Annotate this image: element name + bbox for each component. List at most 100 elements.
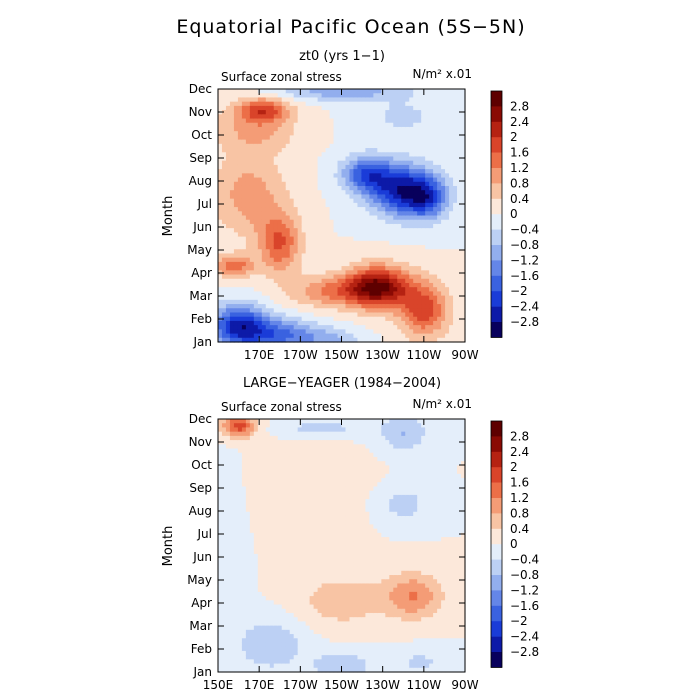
field-cell: [449, 89, 454, 94]
field-cell: [457, 325, 462, 330]
field-cell: [237, 325, 243, 330]
field-cell: [309, 181, 315, 187]
field-cell: [229, 444, 235, 450]
field-cell: [281, 177, 287, 183]
field-cell: [337, 312, 343, 318]
field-cell: [277, 494, 283, 500]
field-cell: [225, 642, 231, 648]
field-cell: [357, 131, 363, 136]
field-cell: [365, 177, 370, 183]
field-cell: [301, 270, 307, 276]
field-cell: [313, 245, 319, 250]
field-cell: [245, 245, 251, 250]
field-cell: [389, 164, 394, 170]
field-cell: [373, 202, 378, 208]
field-cell: [361, 245, 366, 250]
field-cell: [341, 126, 347, 132]
field-cell: [253, 629, 259, 635]
field-cell: [285, 655, 291, 660]
field-cell: [229, 629, 235, 635]
field-cell: [229, 423, 235, 429]
field-cell: [317, 207, 323, 212]
field-cell: [457, 304, 462, 309]
field-cell: [269, 257, 275, 263]
field-cell: [277, 320, 283, 326]
field-cell: [289, 274, 295, 280]
field-cell: [285, 461, 291, 466]
field-cell: [365, 164, 370, 170]
field-cell: [218, 177, 223, 183]
field-cell: [245, 181, 251, 187]
field-cell: [297, 299, 303, 305]
field-cell: [261, 478, 267, 483]
field-cell: [345, 278, 351, 284]
field-cell: [441, 312, 446, 318]
field-cell: [277, 287, 283, 292]
field-cell: [457, 236, 462, 242]
field-cell: [429, 185, 434, 191]
field-cell: [361, 240, 366, 246]
field-cell: [365, 291, 370, 297]
field-cell: [273, 562, 279, 568]
field-cell: [265, 143, 271, 149]
field-cell: [233, 511, 239, 517]
field-cell: [441, 236, 446, 242]
field-cell: [305, 118, 311, 124]
field-cell: [441, 126, 446, 132]
field-cell: [229, 494, 235, 500]
field-cell: [293, 93, 299, 99]
field-cell: [365, 118, 370, 124]
field-cell: [229, 337, 235, 343]
field-cell: [461, 312, 466, 318]
field-cell: [229, 93, 235, 99]
field-cell: [249, 465, 255, 471]
field-cell: [229, 431, 235, 437]
field-cell: [405, 270, 410, 276]
field-cell: [277, 456, 283, 462]
field-cell: [457, 118, 462, 124]
field-cell: [337, 97, 343, 103]
field-cell: [289, 503, 295, 509]
field-cell: [405, 278, 410, 284]
field-cell: [349, 156, 355, 162]
field-cell: [449, 169, 454, 174]
field-cell: [373, 139, 378, 145]
field-cell: [325, 114, 331, 120]
field-cell: [357, 152, 363, 158]
field-cell: [245, 198, 251, 204]
field-cell: [229, 625, 235, 631]
field-cell: [229, 537, 235, 542]
field-cell: [353, 228, 359, 233]
field-cell: [257, 655, 263, 660]
field-cell: [313, 223, 319, 229]
field-cell: [317, 97, 323, 103]
field-cell: [417, 337, 422, 343]
field-cell: [417, 177, 422, 183]
field-cell: [261, 270, 267, 276]
field-cell: [293, 122, 299, 128]
field-cell: [413, 110, 418, 115]
field-cell: [301, 177, 307, 183]
field-cell: [325, 190, 331, 196]
field-cell: [421, 304, 426, 309]
field-cell: [433, 156, 438, 162]
field-cell: [441, 215, 446, 221]
field-cell: [225, 333, 231, 339]
field-cell: [229, 612, 235, 618]
field-cell: [257, 600, 263, 606]
field-cell: [269, 646, 275, 652]
field-cell: [261, 177, 267, 183]
field-cell: [309, 211, 315, 217]
field-cell: [229, 253, 235, 259]
field-cell: [345, 274, 351, 280]
field-cell: [309, 261, 315, 267]
field-cell: [301, 110, 307, 115]
colorbar-frame: [490, 90, 503, 338]
field-cell: [253, 473, 259, 479]
field-cell: [265, 228, 271, 233]
field-cell: [393, 185, 398, 191]
field-cell: [321, 308, 327, 314]
field-cell: [333, 198, 339, 204]
field-cell: [357, 114, 363, 120]
field-cell: [437, 325, 442, 330]
